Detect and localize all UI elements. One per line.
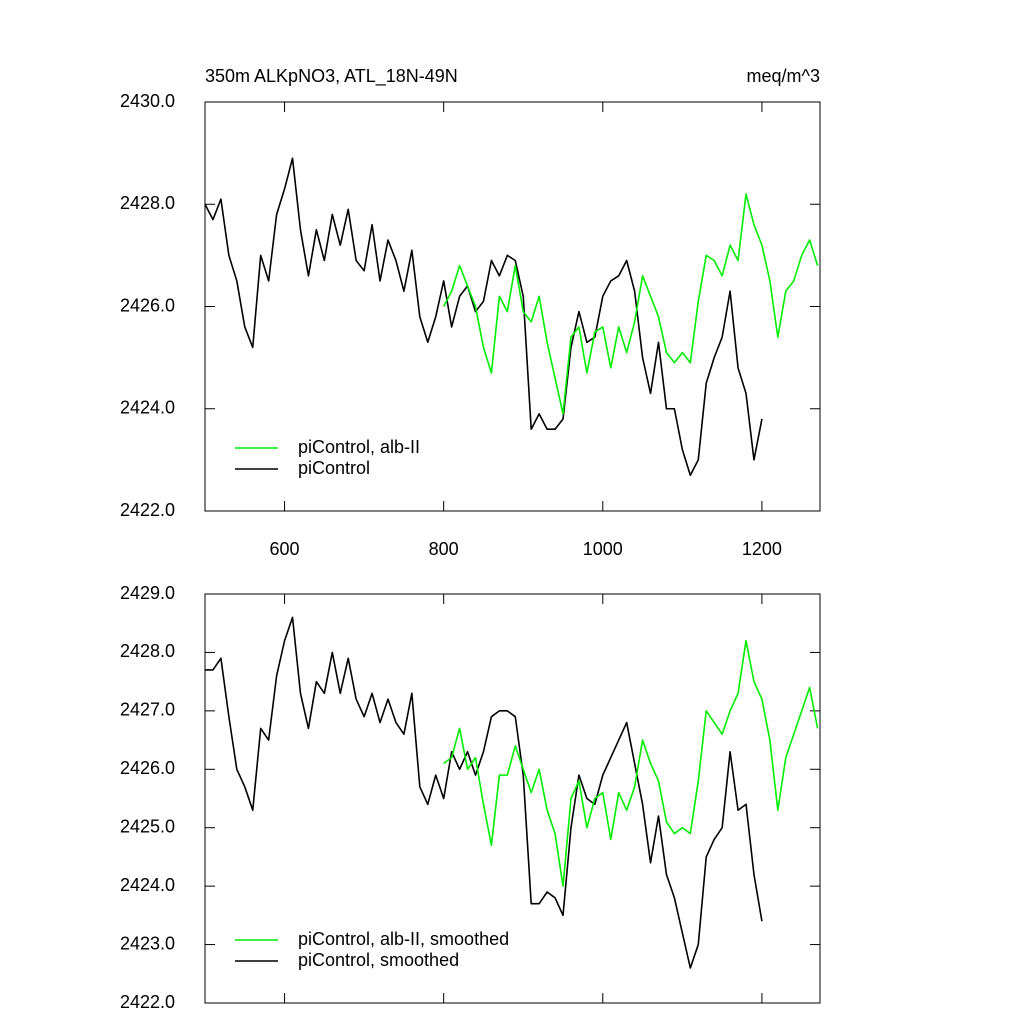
- y-tick-label: 2429.0: [120, 583, 175, 603]
- x-tick-label: 800: [429, 539, 459, 559]
- y-tick-label: 2424.0: [120, 875, 175, 895]
- legend-label: piControl, smoothed: [298, 950, 459, 970]
- x-tick-label: 1200: [742, 539, 782, 559]
- units-label: meq/m^3: [747, 66, 820, 86]
- y-tick-label: 2422.0: [120, 992, 175, 1012]
- legend-label: piControl: [298, 458, 370, 478]
- y-tick-label: 2428.0: [120, 193, 175, 213]
- y-tick-label: 2426.0: [120, 295, 175, 315]
- series-line: [205, 616, 763, 969]
- legend-label: piControl, alb-II, smoothed: [298, 929, 509, 949]
- x-tick-label: 600: [270, 539, 300, 559]
- y-tick-label: 2430.0: [120, 91, 175, 111]
- y-tick-label: 2426.0: [120, 758, 175, 778]
- x-tick-label: 1000: [583, 539, 623, 559]
- y-tick-label: 2424.0: [120, 398, 175, 418]
- series-line: [204, 157, 763, 477]
- y-tick-label: 2428.0: [120, 641, 175, 661]
- y-tick-label: 2427.0: [120, 700, 175, 720]
- legend-label: piControl, alb-II: [298, 437, 420, 457]
- series-line: [442, 193, 819, 415]
- y-tick-label: 2425.0: [120, 816, 175, 836]
- y-tick-label: 2422.0: [120, 500, 175, 520]
- y-tick-label: 2423.0: [120, 933, 175, 953]
- chart-title: 350m ALKpNO3, ATL_18N-49N: [205, 66, 458, 87]
- series-line: [443, 639, 819, 887]
- plot-frame: [204, 593, 821, 1004]
